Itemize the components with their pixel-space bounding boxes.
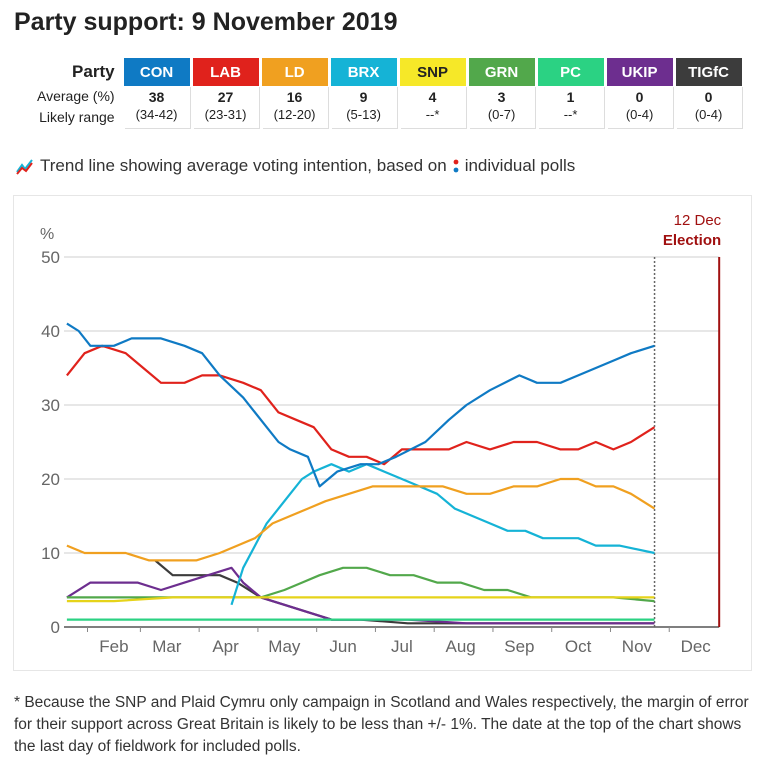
poll-dots-icon	[453, 159, 459, 173]
x-tick-label: Dec	[681, 637, 712, 656]
x-tick-label: Sep	[504, 637, 534, 656]
x-tick-label: Jul	[391, 637, 413, 656]
trend-line-tigfc	[154, 559, 655, 625]
x-tick-label: Nov	[622, 637, 653, 656]
range-ld: (12-20)	[261, 106, 328, 128]
range-row: Likely range (34-42) (23-31) (12-20) (5-…	[33, 106, 742, 128]
party-header-row: Party CON LAB LD BRX SNP GRN PC UKIP TIG…	[33, 58, 742, 86]
range-brx: (5-13)	[330, 106, 397, 128]
average-brx: 9	[330, 86, 397, 106]
y-tick-label: 40	[41, 322, 60, 341]
range-label: Likely range	[33, 106, 121, 128]
party-header-brx: BRX	[330, 58, 397, 86]
x-tick-label: Oct	[565, 637, 592, 656]
party-header-snp: SNP	[399, 58, 466, 86]
y-tick-label: 10	[41, 544, 60, 563]
range-tigfc: (0-4)	[675, 106, 742, 128]
party-summary-table: Party CON LAB LD BRX SNP GRN PC UKIP TIG…	[30, 58, 745, 128]
legend-text-trend: Trend line showing average voting intent…	[40, 156, 447, 175]
range-snp: --*	[399, 106, 466, 128]
election-date-label: 12 Dec	[674, 212, 722, 229]
range-con: (34-42)	[123, 106, 190, 128]
x-tick-label: Mar	[152, 637, 182, 656]
party-header-label: Party	[72, 62, 115, 81]
average-ukip: 0	[606, 86, 673, 106]
average-tigfc: 0	[675, 86, 742, 106]
trend-line-ukip	[66, 566, 655, 625]
average-label: Average (%)	[33, 86, 121, 106]
average-ld: 16	[261, 86, 328, 106]
trend-line-con	[66, 322, 655, 488]
trend-line-grn	[66, 566, 655, 603]
party-header-pc: PC	[537, 58, 604, 86]
party-header-ld: LD	[261, 58, 328, 86]
range-ukip: (0-4)	[606, 106, 673, 128]
x-tick-label: Apr	[212, 637, 239, 656]
party-header-con: CON	[123, 58, 190, 86]
x-tick-label: May	[268, 637, 301, 656]
footnote: * Because the SNP and Plaid Cymru only c…	[14, 694, 749, 755]
y-tick-label: 20	[41, 470, 60, 489]
trend-line-brx	[230, 463, 655, 606]
range-lab: (23-31)	[192, 106, 259, 128]
voting-intention-chart: 0 10 20 30 40 50% Feb Mar Apr May Jun Jul Aug Sep Oct N…	[40, 212, 722, 656]
party-header-ukip: UKIP	[606, 58, 673, 86]
trend-line-ld	[66, 477, 656, 562]
election-label: Election	[663, 232, 721, 249]
range-pc: --*	[537, 106, 604, 128]
page-title: Party support: 9 November 2019	[14, 8, 398, 36]
average-con: 38	[123, 86, 190, 106]
chart-legend: Trend line showing average voting intent…	[16, 156, 575, 176]
trend-line-icon	[16, 159, 33, 175]
x-tick-label: Jun	[329, 637, 356, 656]
average-pc: 1	[537, 86, 604, 106]
y-tick-label: 30	[41, 396, 60, 415]
average-grn: 3	[468, 86, 535, 106]
average-lab: 27	[192, 86, 259, 106]
y-tick-label: 0	[51, 618, 60, 637]
party-header-lab: LAB	[192, 58, 259, 86]
average-snp: 4	[399, 86, 466, 106]
party-header-tigfc: TIGfC	[675, 58, 742, 86]
average-row: Average (%) 38 27 16 9 4 3 1 0 0	[33, 86, 742, 106]
x-tick-label: Aug	[446, 637, 476, 656]
trend-line-snp	[66, 596, 655, 603]
y-tick-label: 50	[41, 248, 60, 267]
x-tick-label: Feb	[99, 637, 128, 656]
y-axis-label: %	[40, 226, 54, 243]
party-header-grn: GRN	[468, 58, 535, 86]
chart-panel: 0 10 20 30 40 50% Feb Mar Apr May Jun Jul Aug Sep Oct N…	[14, 196, 751, 670]
range-grn: (0-7)	[468, 106, 535, 128]
trend-line-lab	[66, 344, 656, 466]
legend-text-polls: individual polls	[464, 156, 576, 175]
